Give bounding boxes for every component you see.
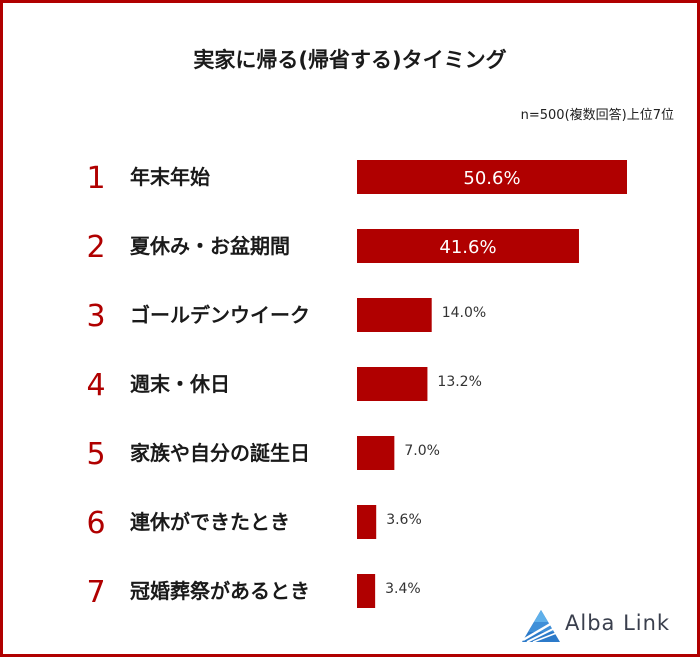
brand-name: Alba Link <box>565 611 671 635</box>
rank-label: 5 <box>86 437 105 472</box>
value-label: 3.4% <box>385 581 421 597</box>
bar <box>357 436 395 470</box>
bar <box>357 505 377 539</box>
value-label: 7.0% <box>404 443 440 459</box>
rank-label: 1 <box>86 161 105 196</box>
category-label: 家族や自分の誕生日 <box>130 441 310 465</box>
value-label: 41.6% <box>439 237 496 258</box>
rank-label: 7 <box>86 575 105 610</box>
value-label: 13.2% <box>437 374 481 390</box>
alba-link-logo-mark-icon <box>522 610 560 643</box>
chart-title: 実家に帰る(帰省する)タイミング <box>193 48 507 72</box>
rank-label: 2 <box>86 230 105 265</box>
value-label: 3.6% <box>386 512 422 528</box>
bar <box>357 229 579 263</box>
alba-link-logo: Alba Link <box>521 609 686 643</box>
bar <box>357 367 428 401</box>
category-label: ゴールデンウイーク <box>130 303 310 327</box>
rank-label: 4 <box>86 368 105 403</box>
bar <box>357 298 432 332</box>
category-label: 連休ができたとき <box>130 510 290 534</box>
rank-label: 3 <box>86 299 105 334</box>
bar <box>357 574 376 608</box>
sample-note: n=500(複数回答)上位7位 <box>520 108 674 123</box>
category-label: 夏休み・お盆期間 <box>130 234 290 258</box>
category-label: 週末・休日 <box>130 372 230 396</box>
value-label: 50.6% <box>463 168 520 189</box>
rank-label: 6 <box>86 506 105 541</box>
value-label: 14.0% <box>442 305 486 321</box>
category-label: 冠婚葬祭があるとき <box>130 579 310 603</box>
category-label: 年末年始 <box>130 165 210 189</box>
bar <box>357 160 627 194</box>
